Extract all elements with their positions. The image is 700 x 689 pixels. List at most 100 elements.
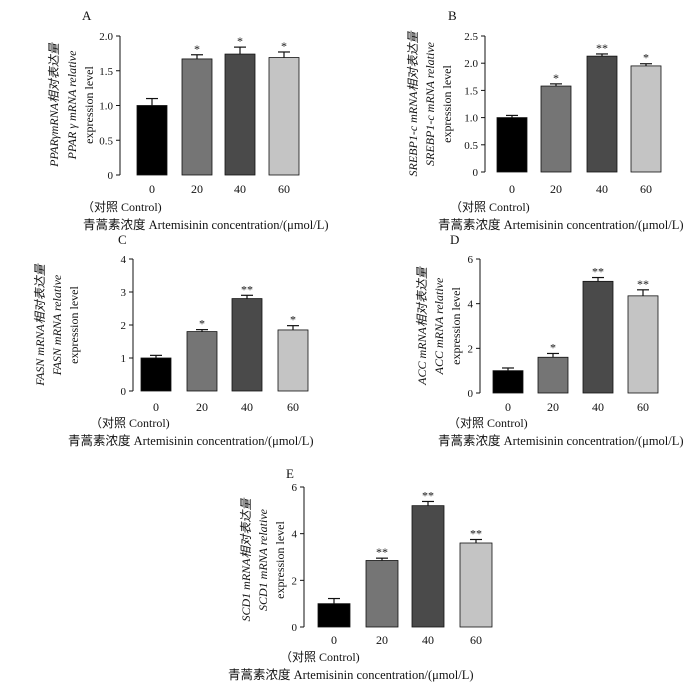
bar [582, 280, 614, 394]
panel-letter: E [286, 466, 294, 481]
bar [630, 65, 662, 173]
y-tick-label: 1.5 [99, 66, 113, 78]
x-category-label: 20 [547, 400, 559, 414]
significance-mark: ** [241, 282, 253, 296]
significance-mark: * [199, 317, 205, 331]
bar [411, 505, 445, 628]
y-tick-label: 2 [292, 575, 298, 587]
x-category-label: 0 [149, 182, 155, 196]
significance-mark: * [553, 71, 559, 85]
x-category-label: 0 [153, 400, 159, 414]
x-category-label: 40 [422, 633, 434, 647]
significance-mark: ** [592, 265, 604, 279]
y-tick-label: 6 [468, 254, 474, 266]
x-category-label: 60 [640, 182, 652, 196]
x-category-label: 0 [505, 400, 511, 414]
y-tick-label: 0.5 [99, 135, 113, 147]
x-category-label: 40 [592, 400, 604, 414]
x-category-label: 20 [550, 182, 562, 196]
control-label: （对照 Control) [90, 416, 170, 430]
y-tick-label: 1.0 [464, 113, 478, 125]
bar [268, 57, 300, 176]
bar [317, 603, 351, 628]
y-axis-title-line: ACC mRNA relative [432, 277, 446, 375]
panel-letter: A [82, 8, 92, 23]
y-axis-title-line: expression level [82, 66, 96, 144]
panel-letter: D [450, 232, 459, 247]
x-axis-title: 青蒿素浓度 Artemisinin concentration/(μmol/L) [83, 217, 329, 232]
bar [231, 298, 263, 392]
significance-mark: * [643, 51, 649, 65]
y-tick-label: 6 [292, 482, 298, 494]
bar [136, 105, 168, 176]
significance-mark: ** [422, 488, 434, 502]
y-axis-title-line: SREBP1-c mRNA relative [423, 41, 437, 166]
y-axis-title-line: ACC mRNA相对表达量 [415, 266, 429, 386]
x-category-label: 20 [191, 182, 203, 196]
control-label: （对照 Control) [448, 416, 528, 430]
bar [627, 295, 659, 394]
y-axis-title-line: PPARγmRNA相对表达量 [47, 42, 61, 168]
control-label: （对照 Control) [450, 200, 530, 214]
bar [181, 58, 213, 176]
y-tick-label: 4 [121, 254, 127, 266]
y-axis-title-line: expression level [67, 286, 81, 364]
bar [186, 331, 218, 392]
y-tick-label: 2.0 [464, 58, 478, 70]
x-category-label: 60 [637, 400, 649, 414]
x-axis-title: 青蒿素浓度 Artemisinin concentration/(μmol/L) [438, 217, 684, 232]
significance-mark: ** [376, 545, 388, 559]
y-tick-label: 4 [468, 299, 474, 311]
significance-mark: * [237, 34, 243, 48]
control-label: （对照 Control) [82, 200, 162, 214]
bar [586, 55, 618, 173]
y-tick-label: 1.0 [99, 101, 113, 113]
bar [365, 560, 399, 628]
bar [492, 370, 524, 394]
panel-letter: C [118, 232, 127, 247]
significance-mark: * [281, 39, 287, 53]
y-axis-title-line: FASN mRNA relative [50, 274, 64, 376]
y-tick-label: 0 [473, 167, 479, 179]
bar [459, 542, 493, 628]
y-tick-label: 0.5 [464, 140, 478, 152]
y-tick-label: 3 [121, 287, 127, 299]
y-tick-label: 1.5 [464, 85, 478, 97]
bar [277, 329, 309, 392]
bar [224, 53, 256, 176]
significance-mark: ** [637, 277, 649, 291]
y-tick-label: 2.5 [464, 31, 478, 43]
x-category-label: 60 [470, 633, 482, 647]
bar [140, 357, 172, 392]
x-category-label: 60 [287, 400, 299, 414]
y-axis-title-line: expression level [440, 65, 454, 143]
y-axis-title-line: expression level [449, 287, 463, 365]
y-tick-label: 2 [121, 320, 127, 332]
control-label: （对照 Control) [280, 650, 360, 664]
bar [496, 117, 528, 173]
y-tick-label: 2.0 [99, 31, 113, 43]
x-category-label: 60 [278, 182, 290, 196]
y-axis-title-line: expression level [273, 521, 287, 599]
y-axis-title-line: FASN mRNA相对表达量 [33, 263, 47, 386]
x-axis-title: 青蒿素浓度 Artemisinin concentration/(μmol/L) [438, 433, 684, 448]
bar [540, 85, 572, 173]
significance-mark: * [290, 313, 296, 327]
y-tick-label: 1 [121, 353, 127, 365]
x-category-label: 0 [331, 633, 337, 647]
y-tick-label: 0 [108, 170, 114, 182]
significance-mark: * [194, 42, 200, 56]
y-tick-label: 2 [468, 343, 474, 355]
significance-mark: ** [596, 41, 608, 55]
panel-b: B 0 0.5 1.0 1.5 2.0 2.5 0 * 20 ** 40 * 60 （对照 Control)… [406, 8, 684, 232]
bar [537, 356, 569, 394]
x-axis-title: 青蒿素浓度 Artemisinin concentration/(μmol/L) [68, 433, 314, 448]
x-category-label: 0 [509, 182, 515, 196]
y-tick-label: 0 [292, 622, 298, 634]
y-axis-title-line: SCD1 mRNA relative [256, 508, 270, 611]
y-axis-title-line: PPAR γ mRNA relative [65, 50, 79, 160]
